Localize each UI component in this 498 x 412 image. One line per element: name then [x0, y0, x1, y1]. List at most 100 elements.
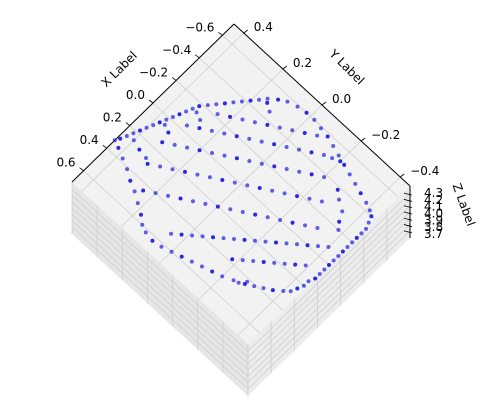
data-point — [166, 130, 171, 135]
x-tick-mark — [171, 77, 177, 81]
data-point — [335, 187, 340, 192]
data-point — [252, 284, 257, 289]
data-point — [158, 164, 163, 169]
data-point — [125, 167, 130, 172]
data-point — [189, 259, 194, 264]
data-point — [367, 208, 372, 213]
y-tick-mark — [243, 29, 249, 34]
data-point — [272, 164, 277, 169]
data-point — [265, 100, 270, 105]
data-point — [309, 172, 314, 177]
data-point — [164, 117, 169, 122]
data-point — [315, 244, 320, 249]
z-tick-label: 4.3 — [424, 186, 443, 200]
data-point — [270, 288, 275, 293]
z-axis-ticks: 4.34.24.14.03.93.83.7 — [403, 186, 443, 241]
z-tick-mark — [403, 192, 413, 196]
data-point — [248, 98, 253, 103]
data-point — [190, 233, 195, 238]
data-point — [170, 114, 175, 119]
data-point — [211, 235, 216, 240]
z-tick-mark — [403, 217, 413, 221]
data-point — [364, 226, 369, 231]
data-point — [150, 238, 155, 243]
x-axis-label: X Label — [99, 49, 140, 90]
data-point — [309, 150, 314, 155]
x-tick-label: 0.4 — [80, 133, 99, 147]
data-point — [295, 104, 300, 109]
data-point — [305, 243, 310, 248]
data-point — [245, 279, 250, 284]
data-point — [304, 110, 309, 115]
data-point — [209, 128, 214, 133]
x-tick-label: 0.0 — [126, 88, 145, 102]
x-tick-mark — [125, 122, 131, 126]
data-point — [184, 109, 189, 114]
data-point — [325, 134, 330, 139]
data-point — [345, 244, 350, 249]
data-point — [215, 112, 220, 117]
data-point — [145, 161, 150, 166]
y-gridline — [81, 32, 245, 192]
data-point — [301, 283, 306, 288]
data-point — [178, 196, 183, 201]
data-point — [261, 286, 266, 291]
data-point — [169, 231, 174, 236]
data-point — [284, 167, 289, 172]
x-tick-mark — [79, 167, 84, 172]
data-point — [331, 144, 336, 148]
data-point — [257, 186, 262, 191]
data-point — [272, 260, 277, 265]
data-point — [340, 249, 345, 254]
data-point — [128, 178, 133, 183]
data-point — [112, 138, 117, 143]
data-point — [315, 226, 320, 231]
data-point — [143, 230, 148, 235]
data-point — [330, 156, 335, 161]
data-point — [290, 128, 295, 133]
z-tick-label: 3.8 — [424, 220, 443, 234]
data-point — [261, 259, 266, 264]
z-tick-mark — [403, 211, 413, 215]
z-tick-mark — [403, 224, 413, 227]
y-tick-mark — [360, 137, 366, 142]
data-point — [144, 125, 149, 130]
data-point — [240, 209, 245, 214]
data-point — [331, 258, 336, 263]
data-point — [340, 209, 345, 214]
data-point — [132, 189, 137, 194]
data-point — [302, 130, 307, 135]
data-point — [297, 147, 302, 152]
data-point — [303, 223, 308, 228]
data-point — [222, 153, 227, 158]
data-point — [231, 100, 236, 105]
data-point — [215, 204, 220, 209]
data-point — [297, 169, 302, 174]
y-gridline — [159, 104, 323, 264]
data-point — [337, 197, 342, 202]
data-point — [222, 131, 227, 136]
data-point — [197, 104, 202, 109]
z-tick-label: 3.9 — [424, 213, 443, 227]
data-point — [210, 269, 215, 274]
y-axis-label: Y Label — [326, 46, 367, 87]
data-point — [312, 117, 317, 122]
data-point — [364, 200, 369, 205]
z-axis-label: Z Label — [450, 181, 478, 228]
data-point — [169, 249, 174, 254]
data-point — [116, 145, 121, 150]
data-point — [220, 177, 225, 182]
data-point — [118, 136, 123, 141]
data-point — [124, 133, 129, 138]
data-point — [347, 172, 352, 177]
data-point — [159, 244, 164, 249]
data-point — [140, 222, 145, 227]
x-tick-label: −0.4 — [162, 43, 191, 57]
data-point — [172, 142, 177, 147]
data-point — [337, 219, 342, 224]
data-point — [336, 227, 341, 232]
data-point — [281, 288, 286, 293]
data-point — [282, 261, 287, 266]
data-point — [342, 162, 347, 167]
data-point — [315, 133, 320, 138]
